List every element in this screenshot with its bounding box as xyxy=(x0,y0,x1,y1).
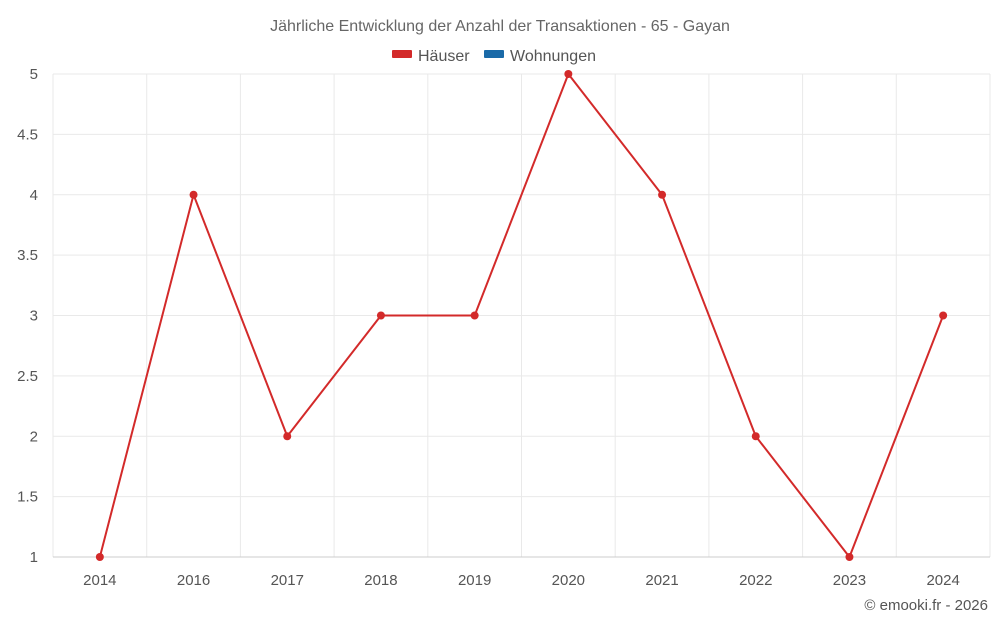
y-tick-label: 4 xyxy=(30,187,38,204)
legend-item-wohnungen[interactable]: Wohnungen xyxy=(484,48,596,65)
legend-label-haeuser: Häuser xyxy=(418,48,470,65)
x-tick-label: 2022 xyxy=(739,572,772,589)
y-tick-label: 2 xyxy=(30,428,38,445)
x-tick-label: 2021 xyxy=(645,572,678,589)
x-tick-label: 2016 xyxy=(177,572,210,589)
data-point[interactable] xyxy=(189,190,198,199)
data-point[interactable] xyxy=(470,311,479,320)
data-point[interactable] xyxy=(283,432,292,441)
x-tick-label: 2023 xyxy=(833,572,866,589)
grid xyxy=(52,73,991,557)
data-point[interactable] xyxy=(939,311,948,320)
data-point[interactable] xyxy=(95,553,104,561)
x-tick-label: 2024 xyxy=(926,572,959,589)
y-tick-label: 3.5 xyxy=(17,247,38,264)
data-point[interactable] xyxy=(751,432,760,441)
x-tick-label: 2017 xyxy=(271,572,304,589)
axes: 1 1.5 2 2.5 3 3.5 4 4.5 5 2014 2016 2017 2018 2019 202… xyxy=(17,66,990,589)
legend-item-haeuser[interactable]: Häuser xyxy=(392,48,470,65)
legend-swatch-haeuser xyxy=(392,50,412,58)
credit-text: © emooki.fr - 2026 xyxy=(864,597,988,614)
y-tick-label: 4.5 xyxy=(17,126,38,143)
data-point[interactable] xyxy=(658,190,667,199)
data-point[interactable] xyxy=(564,70,573,78)
series-line xyxy=(98,73,945,558)
y-tick-label: 5 xyxy=(30,66,38,83)
data-point[interactable] xyxy=(376,311,385,320)
x-tick-label: 2018 xyxy=(364,572,397,589)
x-tick-label: 2019 xyxy=(458,572,491,589)
y-tick-label: 1 xyxy=(30,549,38,566)
y-tick-label: 1.5 xyxy=(17,489,38,506)
x-tick-label: 2014 xyxy=(83,572,116,589)
legend-swatch-wohnungen xyxy=(484,50,504,58)
x-tick-label: 2020 xyxy=(552,572,585,589)
data-point[interactable] xyxy=(845,553,854,561)
y-tick-label: 3 xyxy=(30,308,38,325)
legend: Häuser Wohnungen xyxy=(392,48,596,65)
y-tick-label: 2.5 xyxy=(17,368,38,385)
series-haeuser xyxy=(95,70,948,561)
legend-label-wohnungen: Wohnungen xyxy=(510,48,596,65)
chart-title: Jährliche Entwicklung der Anzahl der Tra… xyxy=(270,18,730,35)
